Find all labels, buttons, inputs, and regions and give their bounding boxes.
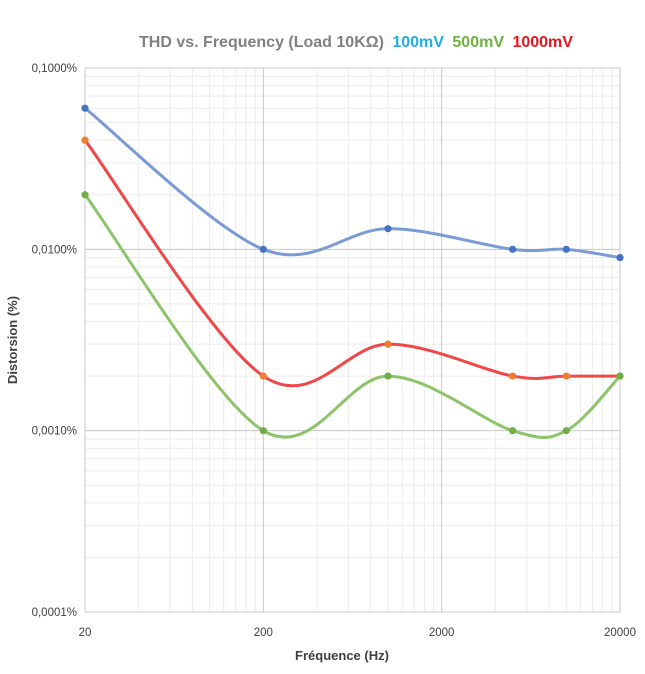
series-1000mv	[81, 136, 624, 388]
series-line-100mv	[83, 106, 622, 260]
data-point-100mv	[509, 245, 517, 253]
series-line-1000mv	[83, 138, 622, 388]
data-point-1000mv	[81, 136, 89, 144]
x-tick-label: 200	[254, 627, 273, 639]
grid	[84, 67, 621, 613]
y-tick-label: 0,0001%	[32, 607, 77, 619]
x-tick-label: 2000	[429, 627, 455, 639]
x-axis-title: Fréquence (Hz)	[295, 648, 389, 663]
data-point-500mv	[259, 427, 267, 435]
data-point-100mv	[384, 225, 392, 233]
data-point-100mv	[562, 245, 570, 253]
data-point-100mv	[259, 245, 267, 253]
y-tick-label: 0,0100%	[32, 244, 77, 256]
data-point-1000mv	[562, 372, 570, 380]
data-point-1000mv	[509, 372, 517, 380]
data-point-500mv	[384, 372, 392, 380]
data-point-1000mv	[259, 372, 267, 380]
tick-labels: 20 200 2000 20000 0,1000% 0,0100% 0,0010% 0,000…	[32, 63, 636, 639]
data-point-100mv	[81, 104, 89, 112]
x-tick-label: 20	[79, 627, 92, 639]
data-point-500mv	[509, 427, 517, 435]
y-tick-label: 0,1000%	[32, 63, 77, 75]
x-tick-label: 20000	[604, 627, 636, 639]
data-point-1000mv	[384, 340, 392, 348]
data-point-100mv	[616, 254, 624, 262]
chart-title-1000mv: 1000mV	[512, 34, 573, 51]
chart-title-500mv: 500mV	[452, 34, 504, 51]
chart-title-100mv: 100mV	[392, 34, 444, 51]
series-100mv	[81, 104, 624, 262]
data-point-500mv	[81, 191, 89, 199]
chart-title-main: THD vs. Frequency (Load 10KΩ)	[139, 34, 384, 51]
data-point-500mv	[562, 427, 570, 435]
chart-title: THD vs. Frequency (Load 10KΩ) 100mV 500m…	[139, 34, 573, 51]
data-point-500mv	[616, 372, 624, 380]
y-tick-label: 0,0010%	[32, 426, 77, 438]
series-line-500mv	[83, 193, 622, 439]
series-500mv	[81, 191, 624, 439]
y-axis-title: Distorsion (%)	[5, 296, 20, 384]
series-layer	[81, 104, 624, 439]
